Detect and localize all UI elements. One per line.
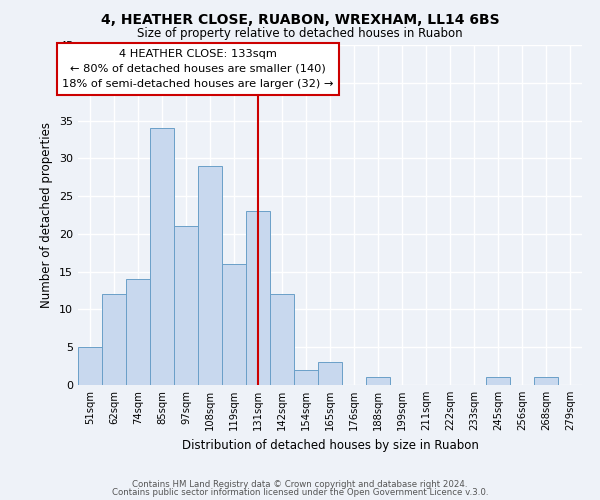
X-axis label: Distribution of detached houses by size in Ruabon: Distribution of detached houses by size … — [182, 438, 478, 452]
Bar — [150, 128, 174, 385]
Bar — [318, 362, 342, 385]
Bar — [294, 370, 318, 385]
Bar — [270, 294, 294, 385]
Text: 4, HEATHER CLOSE, RUABON, WREXHAM, LL14 6BS: 4, HEATHER CLOSE, RUABON, WREXHAM, LL14 … — [101, 12, 499, 26]
Bar — [246, 211, 270, 385]
Bar — [366, 378, 390, 385]
Bar — [174, 226, 198, 385]
Bar — [486, 378, 510, 385]
Bar — [102, 294, 126, 385]
Bar — [126, 279, 150, 385]
Bar — [78, 347, 102, 385]
Bar — [534, 378, 558, 385]
Text: Contains public sector information licensed under the Open Government Licence v.: Contains public sector information licen… — [112, 488, 488, 497]
Bar — [222, 264, 246, 385]
Text: Size of property relative to detached houses in Ruabon: Size of property relative to detached ho… — [137, 28, 463, 40]
Bar — [198, 166, 222, 385]
Text: 4 HEATHER CLOSE: 133sqm
← 80% of detached houses are smaller (140)
18% of semi-d: 4 HEATHER CLOSE: 133sqm ← 80% of detache… — [62, 49, 334, 89]
Y-axis label: Number of detached properties: Number of detached properties — [40, 122, 53, 308]
Text: Contains HM Land Registry data © Crown copyright and database right 2024.: Contains HM Land Registry data © Crown c… — [132, 480, 468, 489]
